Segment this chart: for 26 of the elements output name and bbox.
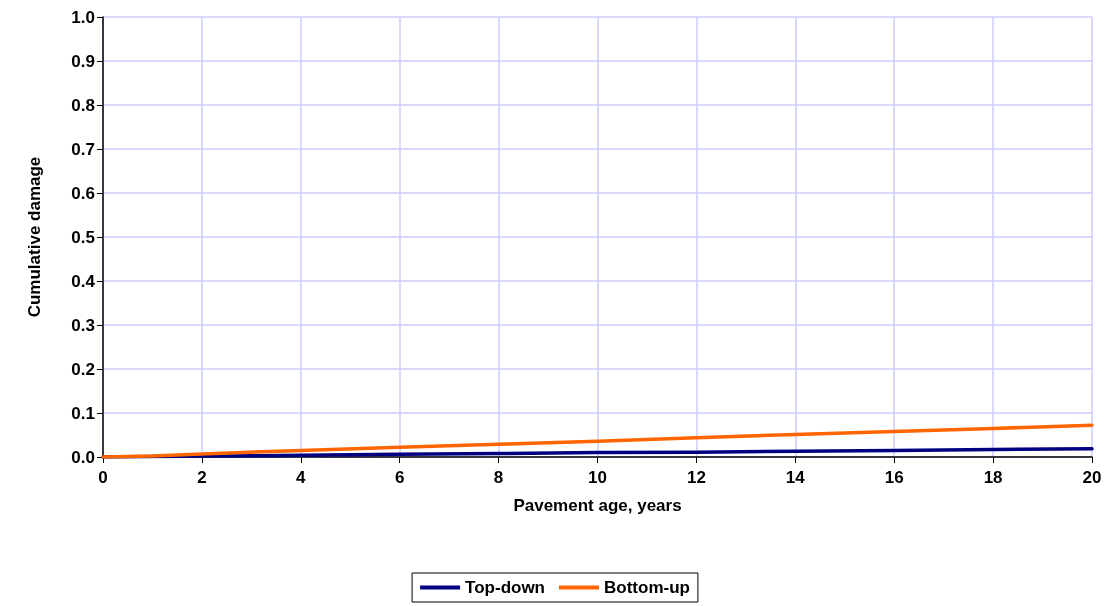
x-tick-label: 18 — [983, 468, 1003, 487]
x-tick-label: 4 — [296, 468, 307, 487]
y-tick-label: 0.7 — [71, 139, 95, 159]
y-tick-label: 0.4 — [71, 271, 96, 291]
y-axis-title: Cumulative damage — [25, 156, 44, 318]
x-tick-label: 0 — [98, 468, 108, 487]
y-tick-label: 0.6 — [71, 183, 95, 203]
y-tick-label: 0.9 — [71, 51, 95, 71]
y-tick-label: 0.8 — [71, 95, 95, 115]
y-tick-label: 0.3 — [71, 315, 95, 335]
x-tick-label: 16 — [884, 468, 904, 487]
y-tick-label: 1.0 — [71, 7, 95, 27]
x-axis-title: Pavement age, years — [513, 496, 682, 515]
x-tick-label: 8 — [493, 468, 504, 487]
x-tick-label: 2 — [197, 468, 207, 487]
legend-label: Top-down — [465, 578, 546, 597]
x-tick-label: 10 — [588, 468, 607, 487]
x-tick-label: 12 — [686, 468, 706, 487]
legend-label: Bottom-up — [604, 578, 690, 597]
x-tick-label: 6 — [394, 468, 405, 487]
x-tick-label: 14 — [785, 468, 806, 487]
x-tick-label: 20 — [1082, 468, 1102, 487]
y-tick-label: 0.1 — [71, 403, 95, 423]
y-tick-label: 0.0 — [71, 447, 95, 467]
y-tick-label: 0.2 — [71, 359, 95, 379]
y-tick-label: 0.5 — [71, 227, 95, 247]
